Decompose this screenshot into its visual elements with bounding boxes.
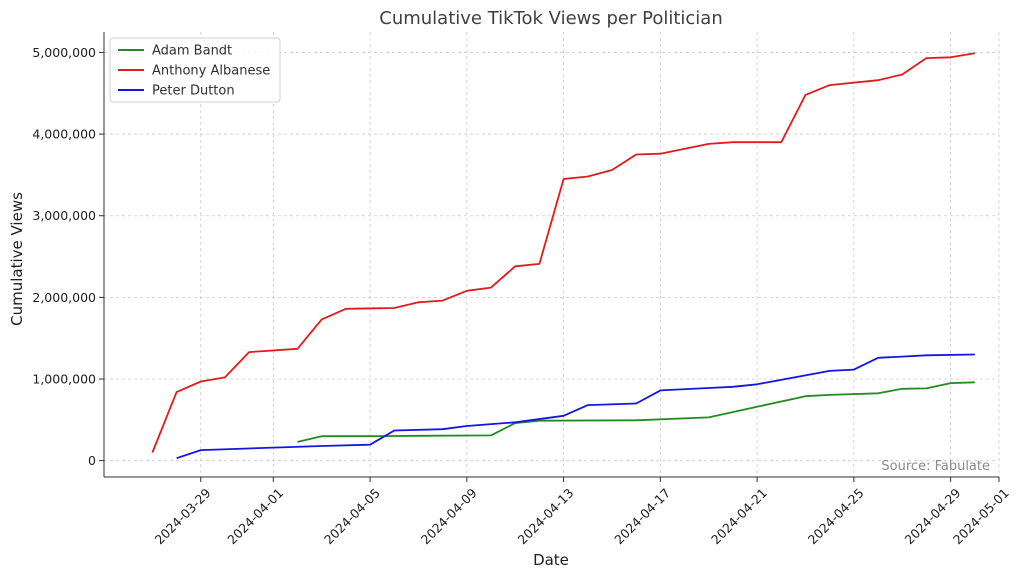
legend-label: Adam Bandt: [152, 44, 232, 59]
x-tick-label: 2024-04-25: [805, 485, 867, 547]
x-tick-label: 2024-04-13: [515, 485, 577, 547]
x-axis-ticks: 2024-03-29 2024-04-01 2024-04-05 2024-04-09…: [152, 477, 1012, 547]
y-tick-label: 3,000,000: [32, 208, 96, 223]
x-tick-label: 2024-04-05: [321, 485, 383, 547]
source-note: Source: Fabulate: [881, 459, 990, 474]
x-tick-label: 2024-03-29: [152, 485, 214, 547]
y-axis-ticks: 0 1,000,000 2,000,000 3,000,000 4,000,000 5,0…: [32, 45, 104, 468]
legend-label: Peter Dutton: [152, 84, 235, 99]
axes-frame: [103, 32, 999, 478]
y-tick-label: 0: [88, 453, 96, 468]
series-line-peter-dutton: [176, 353, 975, 460]
y-tick-label: 5,000,000: [32, 45, 96, 60]
series-lines: [151, 52, 975, 460]
y-tick-label: 1,000,000: [32, 372, 96, 387]
x-axis-label: Date: [533, 551, 569, 569]
legend-label: Anthony Albanese: [152, 64, 270, 79]
x-tick-label: 2024-04-01: [224, 485, 286, 547]
y-axis-label: Cumulative Views: [8, 192, 26, 326]
grid: [104, 32, 1000, 477]
series-line-adam-bandt: [297, 381, 975, 443]
legend-box: [109, 37, 281, 103]
legend: Adam Bandt Anthony Albanese Peter Dutton: [109, 37, 281, 103]
series-line-anthony-albanese: [151, 52, 975, 453]
chart-title: Cumulative TikTok Views per Politician: [379, 8, 722, 29]
y-tick-label: 4,000,000: [32, 127, 96, 142]
y-tick-label: 2,000,000: [32, 290, 96, 305]
x-tick-label: 2024-04-21: [708, 485, 770, 547]
x-tick-label: 2024-04-09: [418, 485, 480, 547]
x-tick-label: 2024-04-17: [611, 485, 673, 547]
